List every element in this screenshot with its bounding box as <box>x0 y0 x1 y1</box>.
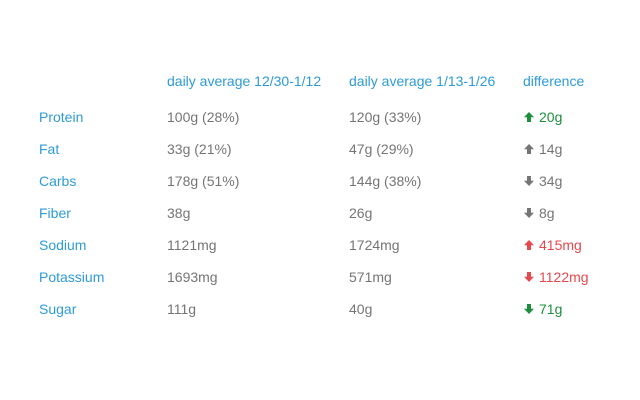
difference-value: 20g <box>523 107 562 127</box>
period-1-value: 1121mg <box>167 237 217 253</box>
table-row: Potassium 1693mg 571mg 1122mg <box>0 267 640 287</box>
nutrient-name: Sodium <box>39 237 87 253</box>
table-row: Fiber 38g 26g 8g <box>0 203 640 223</box>
difference-text: 71g <box>539 301 563 317</box>
table-row: Sodium 1121mg 1724mg 415mg <box>0 235 640 255</box>
period-2-value: 144g (38%) <box>349 173 422 189</box>
table-row: Sugar 111g 40g 71g <box>0 299 640 319</box>
arrow-up-icon <box>523 111 535 123</box>
difference-value: 415mg <box>523 235 582 255</box>
period-2-value: 47g (29%) <box>349 141 414 157</box>
nutrient-name: Potassium <box>39 269 105 285</box>
difference-value: 1122mg <box>523 267 589 287</box>
nutrient-name: Fat <box>39 141 60 157</box>
table-row: Carbs 178g (51%) 144g (38%) 34g <box>0 171 640 191</box>
difference-text: 14g <box>539 141 563 157</box>
header-period-2: daily average 1/13-1/26 <box>349 73 496 89</box>
period-2-value: 1724mg <box>349 237 400 253</box>
period-1-value: 38g <box>167 205 191 221</box>
difference-value: 34g <box>523 171 562 191</box>
period-2-value: 40g <box>349 301 373 317</box>
period-1-value: 1693mg <box>167 269 218 285</box>
arrow-down-icon <box>523 271 535 283</box>
arrow-up-icon <box>523 239 535 251</box>
table-row: Fat 33g (21%) 47g (29%) 14g <box>0 139 640 159</box>
difference-value: 14g <box>523 139 562 159</box>
difference-value: 8g <box>523 203 555 223</box>
nutrient-name: Carbs <box>39 173 77 189</box>
header-period-1: daily average 12/30-1/12 <box>167 73 322 89</box>
period-2-value: 120g (33%) <box>349 109 422 125</box>
difference-text: 8g <box>539 205 555 221</box>
table-row: Protein 100g (28%) 120g (33%) 20g <box>0 107 640 127</box>
nutrient-name: Protein <box>39 109 84 125</box>
arrow-up-icon <box>523 143 535 155</box>
nutrient-name: Sugar <box>39 301 77 317</box>
difference-text: 34g <box>539 173 563 189</box>
period-1-value: 111g <box>167 301 197 317</box>
period-1-value: 178g (51%) <box>167 173 240 189</box>
period-2-value: 26g <box>349 205 373 221</box>
period-2-value: 571mg <box>349 269 392 285</box>
nutrient-name: Fiber <box>39 205 71 221</box>
difference-text: 20g <box>539 109 563 125</box>
difference-text: 1122mg <box>539 269 589 285</box>
period-1-value: 33g (21%) <box>167 141 232 157</box>
arrow-down-icon <box>523 175 535 187</box>
period-1-value: 100g (28%) <box>167 109 240 125</box>
difference-value: 71g <box>523 299 562 319</box>
difference-text: 415mg <box>539 237 582 253</box>
arrow-down-icon <box>523 207 535 219</box>
header-difference: difference <box>523 73 585 89</box>
arrow-down-icon <box>523 303 535 315</box>
